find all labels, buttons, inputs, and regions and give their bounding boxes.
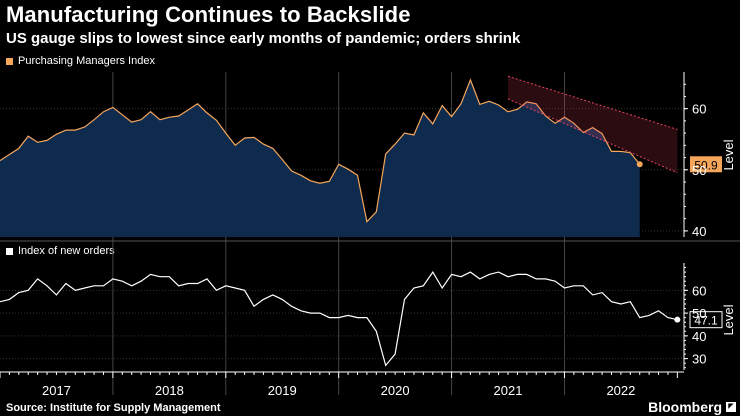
chart-title: Manufacturing Continues to Backslide <box>6 2 411 27</box>
legend-orders-label: Index of new orders <box>18 245 115 257</box>
legend-pmi-swatch <box>6 57 13 65</box>
orders-y-tick-label: 30 <box>692 352 706 367</box>
x-tick-label: 2021 <box>494 383 523 398</box>
source-note: Source: Institute for Supply Management <box>6 402 221 414</box>
pmi-y-tick-label: 50 <box>692 163 706 178</box>
orders-y-tick-label: 60 <box>692 283 706 298</box>
orders-y-tick-label: 50 <box>692 306 706 321</box>
pmi-last-point <box>636 161 643 168</box>
legend-orders-swatch <box>6 247 13 255</box>
orders-y-axis-title: Level <box>721 304 736 335</box>
x-tick-label: 2017 <box>42 383 71 398</box>
orders-last-value-label: 47.1 <box>694 314 718 328</box>
trend-upper-line <box>507 75 678 130</box>
pmi-last-value-label: 50.9 <box>694 158 718 172</box>
bloomberg-icon: ◤ <box>726 402 736 412</box>
trend-channel-fill <box>508 76 678 173</box>
pmi-y-tick-label: 40 <box>692 224 706 239</box>
orders-last-value-bg <box>689 311 723 329</box>
legend-pmi: Purchasing Managers Index <box>6 55 155 67</box>
x-tick-label: 2020 <box>381 383 410 398</box>
trend-lower-line <box>507 98 678 174</box>
orders-last-point <box>674 316 681 323</box>
x-tick-label: 2018 <box>155 383 184 398</box>
pmi-area <box>0 79 640 238</box>
legend-orders: Index of new orders <box>6 245 115 257</box>
pmi-y-axis-title: Level <box>721 139 736 170</box>
orders-line <box>0 270 678 367</box>
chart-subtitle: US gauge slips to lowest since early mon… <box>6 30 521 47</box>
pmi-line <box>0 78 641 223</box>
x-tick-label: 2019 <box>268 383 297 398</box>
pmi-last-value-bg <box>690 156 722 173</box>
bloomberg-logo: Bloomberg <box>648 399 722 415</box>
orders-y-tick-label: 40 <box>692 329 706 344</box>
x-tick-label: 2022 <box>606 383 635 398</box>
legend-pmi-label: Purchasing Managers Index <box>18 55 155 67</box>
pmi-y-tick-label: 60 <box>692 102 706 117</box>
